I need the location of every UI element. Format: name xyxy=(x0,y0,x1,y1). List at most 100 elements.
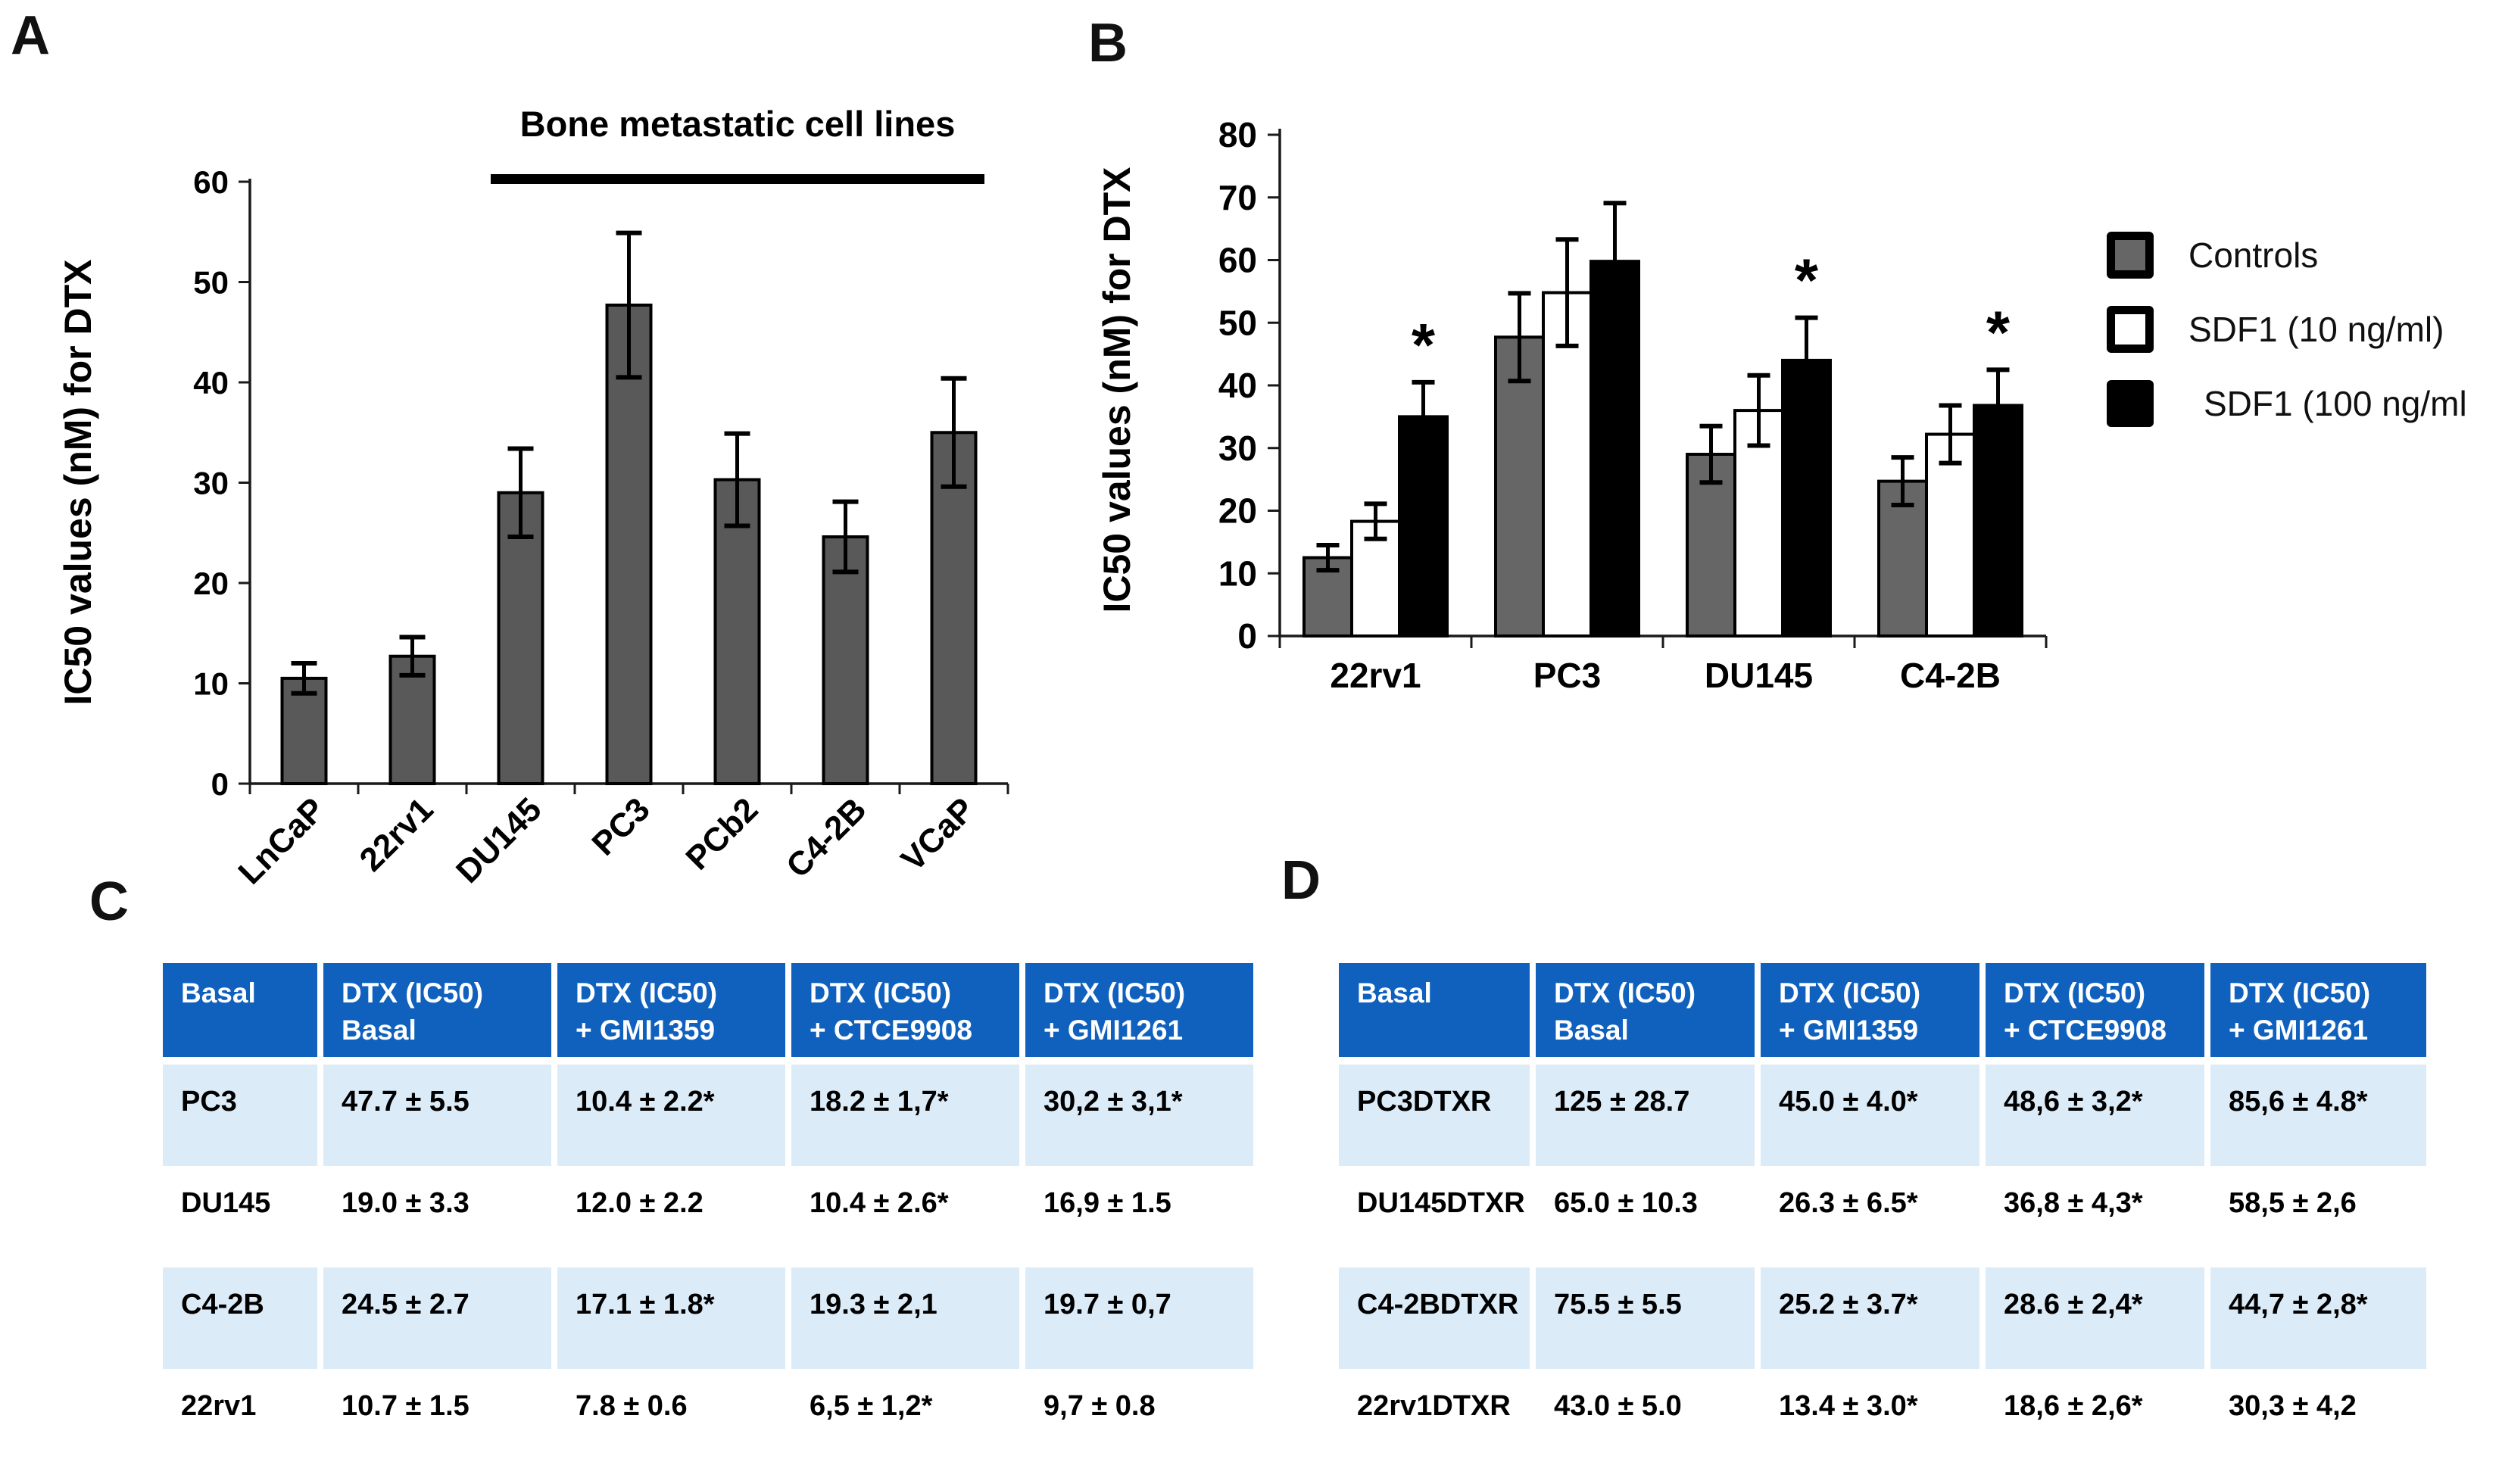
panel-d-label: D xyxy=(1281,850,1321,911)
table-row-label: PC3 xyxy=(163,1065,317,1166)
x-category-label-PC3: PC3 xyxy=(1533,656,1601,695)
table-cell: 9,7 ± 0.8 xyxy=(1044,1390,1156,1422)
table-header-cell-3: DTX (IC50) + CTCE9908 xyxy=(791,963,1019,1057)
header-line1: DTX (IC50) xyxy=(810,977,952,1009)
y-tick-label: 20 xyxy=(1218,491,1257,531)
y-tick-label: 70 xyxy=(1218,178,1257,217)
bar-PC3-series-2 xyxy=(1589,260,1640,638)
bar-PC3-series-0 xyxy=(1494,335,1545,638)
legend-entry-label: SDF1 (100 ng/ml xyxy=(2204,384,2467,423)
header-line2: Basal xyxy=(342,1014,416,1046)
table-header-cell-2: DTX (IC50) + GMI1359 xyxy=(557,963,785,1057)
chart-b-legend: Controls SDF1 (10 ng/ml) SDF1 (100 ng/ml xyxy=(2107,232,2467,454)
panel-c-label: C xyxy=(89,871,129,932)
table-body: PC3 47.7 ± 5.5 10.4 ± 2.2* 18.2 ± 1,7* 30,2 … xyxy=(163,1065,1259,1470)
y-tick-label: 40 xyxy=(193,365,229,401)
table-cell: 65.0 ± 10.3 xyxy=(1554,1187,1698,1219)
table-cell: 43.0 ± 5.0 xyxy=(1554,1390,1682,1422)
x-category-label-22rv1: 22rv1 xyxy=(1330,656,1421,695)
table-row-label: 22rv1DTXR xyxy=(1357,1390,1511,1422)
table-cell: 6,5 ± 1,2* xyxy=(810,1390,933,1422)
header-line1: DTX (IC50) xyxy=(1554,977,1696,1009)
significance-star-C4-2B: * xyxy=(1986,298,2011,366)
table-header-cell-2: DTX (IC50) + GMI1359 xyxy=(1761,963,1979,1057)
bar-PC3-series-1 xyxy=(1542,291,1593,638)
table-cell: 36,8 ± 4,3* xyxy=(2004,1187,2143,1219)
x-category-label-PC3: PC3 xyxy=(585,790,657,862)
header-line2: + GMI1261 xyxy=(2229,1014,2369,1046)
y-tick-label: 20 xyxy=(193,566,229,601)
table-cell: 19.3 ± 2,1 xyxy=(791,1267,1019,1369)
table-cell: 45.0 ± 4.0* xyxy=(1761,1065,1979,1166)
x-category-label-PCb2: PCb2 xyxy=(679,790,765,877)
table-row-label: C4-2B xyxy=(163,1267,317,1369)
table-header-cell-3: DTX (IC50) + CTCE9908 xyxy=(1986,963,2204,1057)
x-category-label-C4-2B: C4-2B xyxy=(1900,656,2001,695)
table-cell: 10.7 ± 1.5 xyxy=(342,1390,470,1422)
table-cell: 10.4 ± 2.2* xyxy=(557,1065,785,1166)
table-header-cell-4: DTX (IC50) + GMI1261 xyxy=(1025,963,1253,1057)
panel-b-label: B xyxy=(1088,13,1128,73)
table-row-label: DU145DTXR xyxy=(1357,1187,1525,1219)
table-header-cell-1: DTX (IC50) Basal xyxy=(323,963,551,1057)
table-cell: 30,3 ± 4,2 xyxy=(2229,1390,2357,1422)
header-line1: Basal xyxy=(1357,977,1432,1009)
y-tick-label: 30 xyxy=(1218,429,1257,468)
table-body: PC3DTXR 125 ± 28.7 45.0 ± 4.0* 48,6 ± 3,2* 8… xyxy=(1339,1065,2432,1470)
grouped-bar-chart-panel-b: IC50 values (nM) for DTX 0 10 20 30 40 50 60 70 8… xyxy=(1096,115,2048,695)
header-line1: DTX (IC50) xyxy=(1779,977,1921,1009)
y-tick-label: 40 xyxy=(1218,366,1257,405)
x-category-label-LnCaP: LnCaP xyxy=(231,790,332,891)
table-cell: 19.7 ± 0,7 xyxy=(1025,1267,1253,1369)
table-cell: 18,6 ± 2,6* xyxy=(2004,1390,2143,1422)
table-header-row: Basal DTX (IC50) Basal DTX (IC50) + GMI1359 D… xyxy=(1339,963,2432,1057)
legend-entry-0: Controls xyxy=(2107,232,2467,279)
bar-PC3 xyxy=(605,303,653,786)
table-header-row: Basal DTX (IC50) Basal DTX (IC50) + GMI1359 D… xyxy=(163,963,1259,1057)
table-row-label: 22rv1 xyxy=(181,1390,257,1422)
table-header-cell-1: DTX (IC50) Basal xyxy=(1536,963,1755,1057)
table-header-cell-0: Basal xyxy=(1339,963,1530,1057)
legend-swatch-icon xyxy=(2107,306,2154,353)
header-line1: DTX (IC50) xyxy=(1044,977,1186,1009)
legend-entry-2: SDF1 (100 ng/ml xyxy=(2107,380,2467,427)
chart-b-y-axis-title: IC50 values (nM) for DTX xyxy=(1096,167,1138,613)
table-cell: 26.3 ± 6.5* xyxy=(1779,1187,1918,1219)
table-cell: 17.1 ± 1.8* xyxy=(557,1267,785,1369)
table-row-label: PC3DTXR xyxy=(1339,1065,1530,1166)
x-category-label-DU145: DU145 xyxy=(449,790,548,890)
header-line1: DTX (IC50) xyxy=(576,977,718,1009)
table-cell: 44,7 ± 2,8* xyxy=(2210,1267,2426,1369)
header-line1: Basal xyxy=(181,977,256,1009)
y-tick-label: 80 xyxy=(1218,115,1257,154)
header-line1: DTX (IC50) xyxy=(342,977,484,1009)
y-tick-label: 0 xyxy=(1237,616,1257,656)
bar-DU145-series-2 xyxy=(1781,358,1832,638)
table-row-label: DU145 xyxy=(181,1187,271,1219)
x-category-label-C4-2B: C4-2B xyxy=(779,790,874,885)
x-category-label-DU145: DU145 xyxy=(1705,656,1813,695)
table-row-label: C4-2BDTXR xyxy=(1339,1267,1530,1369)
table-cell: 75.5 ± 5.5 xyxy=(1536,1267,1755,1369)
table-header-cell-0: Basal xyxy=(163,963,317,1057)
table-cell: 30,2 ± 3,1* xyxy=(1025,1065,1253,1166)
header-line2: + GMI1359 xyxy=(1779,1014,1919,1046)
y-tick-label: 10 xyxy=(1218,553,1257,593)
table-cell: 25.2 ± 3.7* xyxy=(1761,1267,1979,1369)
table-cell: 58,5 ± 2,6 xyxy=(2229,1187,2357,1219)
table-panel-c: Basal DTX (IC50) Basal DTX (IC50) + GMI1359 D… xyxy=(163,963,1259,1470)
chart-a-y-axis-title: IC50 values (nM) for DTX xyxy=(57,260,99,706)
x-category-label-22rv1: 22rv1 xyxy=(353,790,441,878)
bar-chart-panel-a: Bone metastatic cell lines IC50 values (n… xyxy=(57,104,1009,892)
table-cell: 19.0 ± 3.3 xyxy=(342,1187,470,1219)
table-cell: 16,9 ± 1.5 xyxy=(1044,1187,1171,1219)
legend-entry-1: SDF1 (10 ng/ml) xyxy=(2107,306,2467,353)
significance-star-22rv1: * xyxy=(1412,311,1436,379)
header-line2: + GMI1359 xyxy=(576,1014,716,1046)
table-cell: 7.8 ± 0.6 xyxy=(576,1390,688,1422)
table-cell: 12.0 ± 2.2 xyxy=(576,1187,703,1219)
significance-star-DU145: * xyxy=(1795,247,1819,314)
table-cell: 48,6 ± 3,2* xyxy=(1986,1065,2204,1166)
header-line2: + GMI1261 xyxy=(1044,1014,1184,1046)
table-header-cell-4: DTX (IC50) + GMI1261 xyxy=(2210,963,2426,1057)
